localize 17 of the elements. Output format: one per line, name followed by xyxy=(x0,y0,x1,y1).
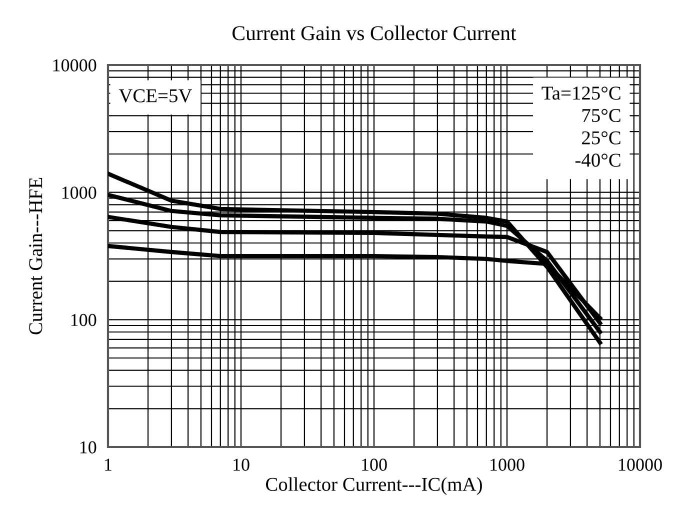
annotation: VCE=5V xyxy=(118,89,192,102)
chart-title: Current Gain vs Collector Current xyxy=(232,26,516,40)
x-tick-label: 1000 xyxy=(490,458,524,471)
y-tick-label: 1000 xyxy=(62,186,96,199)
x-axis-title: Collector Current---IC(mA) xyxy=(266,477,482,495)
y-axis-title: Current Gain---HFE xyxy=(29,178,42,334)
x-tick-label: 100 xyxy=(362,458,387,471)
y-tick-label: 10000 xyxy=(53,59,96,72)
x-tick-label: 10000 xyxy=(619,458,662,471)
annotation: 25°C xyxy=(582,131,620,144)
annotation: Ta=125°C xyxy=(542,86,620,100)
x-tick-label: 1 xyxy=(105,458,112,471)
y-tick-label: 10 xyxy=(80,441,96,454)
x-tick-label: 10 xyxy=(234,458,250,471)
y-tick-label: 100 xyxy=(71,314,96,326)
annotation: 75°C xyxy=(582,108,620,122)
annotation: -40°C xyxy=(575,154,620,167)
